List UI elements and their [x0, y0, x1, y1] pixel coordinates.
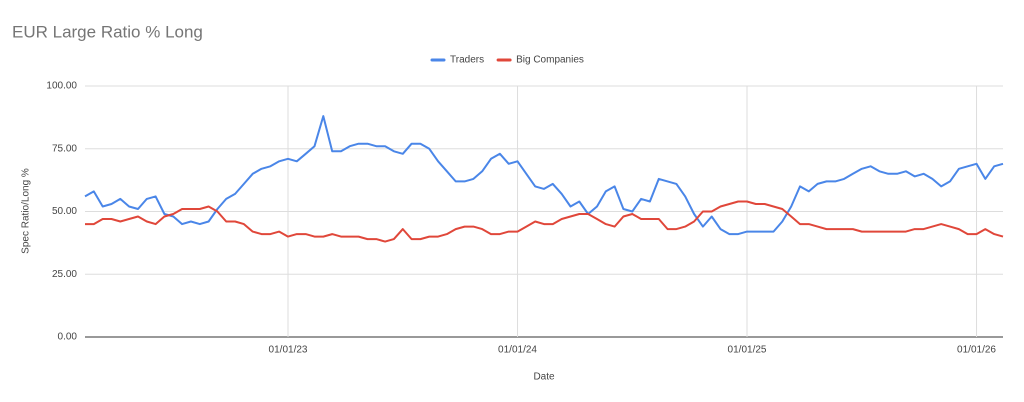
x-tick-label: 01/01/24	[498, 345, 537, 356]
line	[85, 200, 1004, 243]
y-axis-label: Spec Ratio/Long %	[21, 168, 32, 254]
x-tick-label: 01/01/23	[269, 345, 308, 356]
x-tick-label: 01/01/26	[957, 345, 996, 356]
legend-label: Big Companies	[516, 55, 584, 66]
line	[84, 115, 1004, 236]
x-axis-label: Date	[533, 372, 555, 383]
chart-title: EUR Large Ratio % Long	[12, 22, 203, 41]
y-tick-label: 0.00	[58, 332, 78, 343]
legend-label: Traders	[450, 55, 484, 66]
y-tick-label: 75.00	[52, 143, 77, 154]
x-tick-label: 01/01/25	[728, 345, 767, 356]
y-tick-label: 50.00	[52, 206, 77, 217]
y-tick-label: 25.00	[52, 269, 77, 280]
y-tick-label: 100.00	[46, 81, 77, 92]
